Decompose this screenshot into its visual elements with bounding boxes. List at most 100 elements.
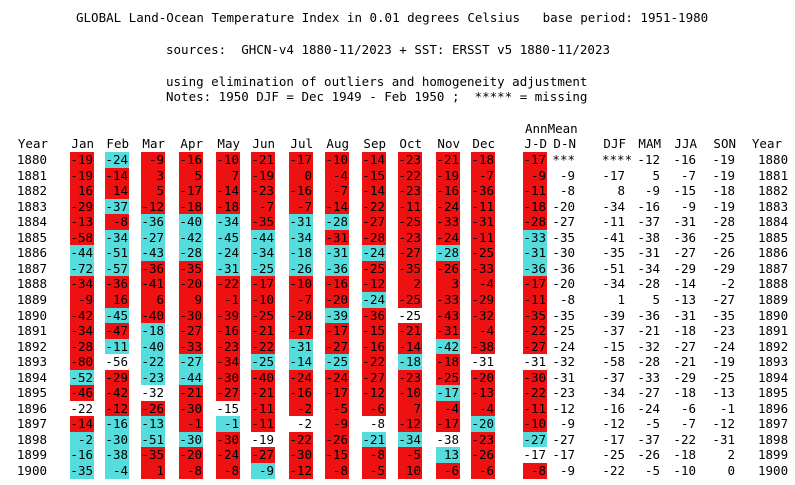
value-cell: -25 xyxy=(712,369,736,386)
value-cell: -2 xyxy=(712,276,736,293)
value-cell: 8 xyxy=(602,183,626,200)
value-cell: -23 xyxy=(398,152,422,168)
value-cell: -17 xyxy=(523,276,547,293)
value-cell: -27 xyxy=(141,229,165,246)
value-cell: -72 xyxy=(70,260,94,277)
value-cell: -9 xyxy=(251,463,275,479)
value-cell: -39 xyxy=(216,307,240,324)
value-cell: -8 xyxy=(325,463,349,479)
year-cell-end: 1886 xyxy=(758,245,789,262)
value-cell: -23 xyxy=(712,323,736,340)
value-cell: -10 xyxy=(216,152,240,168)
value-cell: -25 xyxy=(398,307,422,324)
value-cell: -18 xyxy=(216,198,240,215)
value-cell: -35 xyxy=(179,260,203,277)
value-cell: -31 xyxy=(673,307,697,324)
value-cell: -7 xyxy=(325,183,349,200)
value-cell: -37 xyxy=(602,369,626,386)
value-cell: -14 xyxy=(362,183,386,200)
value-cell: -4 xyxy=(105,463,129,479)
value-cell: -14 xyxy=(673,276,697,293)
value-cell: -27 xyxy=(362,214,386,231)
value-cell: -31 xyxy=(673,214,697,231)
value-cell: 5 xyxy=(179,167,203,184)
value-cell: -1 xyxy=(179,416,203,433)
value-cell: -9 xyxy=(550,167,576,184)
value-cell: -30 xyxy=(216,369,240,386)
value-cell: -37 xyxy=(602,323,626,340)
value-cell: -36 xyxy=(362,307,386,324)
value-cell: -14 xyxy=(216,183,240,200)
value-cell: -2 xyxy=(70,431,94,448)
value-cell: -25 xyxy=(398,214,422,231)
value-cell: -33 xyxy=(637,369,661,386)
value-cell: -11 xyxy=(523,183,547,200)
column-header-aug: Aug xyxy=(326,136,349,151)
value-cell: -1 xyxy=(216,416,240,433)
value-cell: -2 xyxy=(289,400,313,417)
year-cell-end: 1885 xyxy=(758,229,789,246)
value-cell: -7 xyxy=(251,198,275,215)
value-cell: -28 xyxy=(70,338,94,355)
value-cell: -10 xyxy=(398,385,422,402)
value-cell: -38 xyxy=(637,229,661,246)
value-cell: -30 xyxy=(179,431,203,448)
value-cell: -41 xyxy=(602,229,626,246)
value-cell: 0 xyxy=(712,463,736,479)
value-cell: -22 xyxy=(523,323,547,340)
value-cell: -23 xyxy=(471,431,495,448)
value-cell: -8 xyxy=(362,447,386,464)
value-cell: -38 xyxy=(471,338,495,355)
year-cell-end: 1893 xyxy=(758,354,789,371)
value-cell: -17 xyxy=(602,167,626,184)
value-cell: -16 xyxy=(325,276,349,293)
value-cell: -23 xyxy=(141,369,165,386)
value-cell: -16 xyxy=(637,198,661,215)
value-cell: -12 xyxy=(712,416,736,433)
value-cell: 7 xyxy=(216,167,240,184)
value-cell: -27 xyxy=(712,291,736,308)
value-cell: -8 xyxy=(362,416,386,433)
value-cell: -21 xyxy=(251,385,275,402)
value-cell: -11 xyxy=(251,416,275,433)
year-cell: 1900 xyxy=(16,463,47,478)
column-header-mar: Mar xyxy=(142,136,165,151)
year-cell: 1897 xyxy=(16,416,47,432)
value-cell: -27 xyxy=(398,245,422,262)
value-cell: -36 xyxy=(141,260,165,277)
value-cell: -17 xyxy=(179,183,203,200)
value-cell: -42 xyxy=(105,385,129,402)
value-cell: -32 xyxy=(637,338,661,355)
value-cell: -15 xyxy=(362,323,386,340)
value-cell: -51 xyxy=(602,260,626,277)
value-cell: -15 xyxy=(325,447,349,464)
value-cell: -32 xyxy=(550,354,576,371)
value-cell: -25 xyxy=(251,260,275,277)
value-cell: -20 xyxy=(550,198,576,215)
value-cell: -24 xyxy=(712,338,736,355)
value-cell: -21 xyxy=(362,431,386,448)
value-cell: -16 xyxy=(289,183,313,200)
year-cell: 1889 xyxy=(16,291,47,307)
value-cell: -26 xyxy=(325,431,349,448)
value-cell: -18 xyxy=(673,447,697,464)
value-cell: -80 xyxy=(70,354,94,371)
value-cell: -30 xyxy=(105,431,129,448)
value-cell: -34 xyxy=(216,214,240,231)
value-cell: -31 xyxy=(471,214,495,231)
year-cell-end: 1888 xyxy=(758,276,789,293)
value-cell: -33 xyxy=(179,338,203,355)
year-cell-end: 1883 xyxy=(758,198,789,215)
value-cell: -29 xyxy=(673,260,697,277)
value-cell: -25 xyxy=(436,369,460,386)
value-cell: -40 xyxy=(141,307,165,324)
value-cell: -11 xyxy=(471,198,495,215)
value-cell: -26 xyxy=(471,447,495,464)
year-cell-end: 1899 xyxy=(758,447,789,464)
value-cell: -38 xyxy=(436,431,460,448)
value-cell: -15 xyxy=(216,400,240,417)
value-cell: -5 xyxy=(637,416,661,433)
year-cell-end: 1882 xyxy=(758,183,789,200)
value-cell: -29 xyxy=(712,260,736,277)
